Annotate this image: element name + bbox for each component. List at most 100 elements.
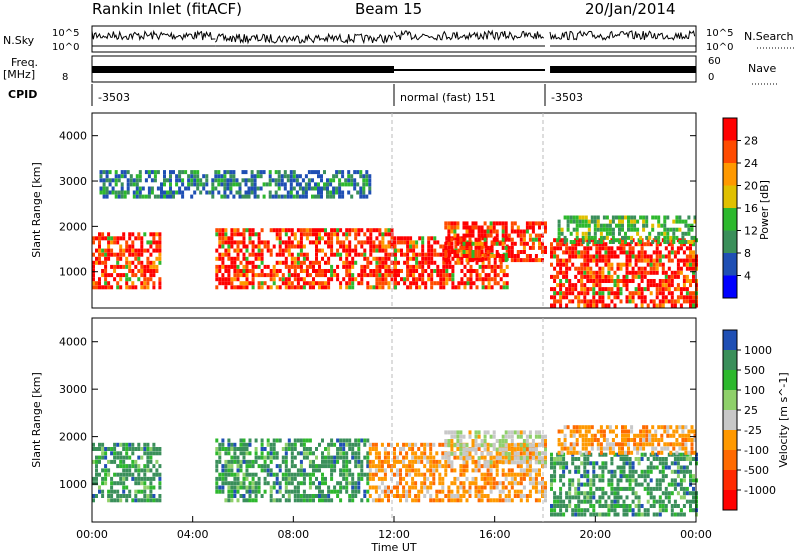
heat-cell	[663, 227, 667, 232]
heat-cell	[156, 170, 160, 175]
heat-cell	[366, 240, 370, 245]
heat-cell	[333, 455, 337, 460]
heat-cell	[583, 465, 587, 470]
heat-cell	[141, 186, 145, 191]
heat-cell	[108, 170, 112, 175]
heat-cell	[348, 252, 352, 257]
heat-cell	[304, 190, 308, 195]
heat-cell	[613, 295, 617, 300]
heat-cell	[412, 273, 416, 278]
heat-cell	[131, 273, 135, 278]
heat-cell	[601, 478, 605, 483]
heat-cell	[565, 279, 569, 283]
heat-cell	[199, 182, 203, 187]
heat-cell	[284, 468, 288, 473]
heat-cell	[320, 174, 323, 179]
heat-cell	[522, 430, 526, 435]
heat-cell	[215, 489, 219, 494]
heat-cell	[95, 476, 98, 481]
heat-cell	[679, 469, 683, 474]
heat-cell	[281, 240, 285, 245]
heat-cell	[574, 512, 578, 517]
heat-cell	[128, 468, 132, 473]
heat-cell	[541, 241, 544, 246]
heat-cell	[362, 174, 366, 179]
heat-cell	[140, 281, 144, 286]
heat-cell	[248, 451, 252, 456]
heat-cell	[242, 451, 246, 456]
heat-cell	[559, 461, 563, 466]
heat-cell	[429, 451, 433, 456]
heat-cell	[642, 215, 646, 220]
heat-cell	[631, 508, 635, 513]
heat-cell	[138, 186, 142, 191]
heat-cell	[625, 512, 629, 517]
heat-cell	[227, 459, 231, 464]
heat-cell	[143, 464, 147, 469]
heat-cell	[394, 252, 397, 257]
heat-cell	[442, 281, 446, 286]
heat-cell	[374, 464, 378, 469]
heat-cell	[269, 472, 273, 477]
heat-cell	[131, 498, 135, 503]
heat-cell	[397, 281, 400, 286]
heat-cell	[528, 460, 532, 465]
heat-cell	[675, 442, 679, 447]
heat-cell	[333, 269, 337, 273]
heat-cell	[101, 489, 105, 494]
heat-cell	[643, 242, 647, 247]
heat-cell	[125, 244, 129, 249]
heat-cell	[381, 273, 385, 278]
heat-cell	[516, 258, 520, 263]
heat-cell	[483, 434, 487, 439]
heat-cell	[586, 495, 590, 500]
heat-cell	[369, 244, 373, 249]
heat-cell	[158, 498, 162, 503]
heat-cell	[374, 442, 378, 447]
heat-cell	[329, 182, 333, 187]
heat-cell	[281, 252, 285, 257]
heat-cell	[553, 457, 557, 461]
heat-cell	[627, 227, 630, 232]
heat-cell	[281, 273, 285, 278]
heat-cell	[483, 430, 487, 435]
heat-cell	[414, 494, 418, 498]
heat-cell	[308, 281, 312, 286]
heat-cell	[399, 481, 402, 486]
heat-cell	[122, 476, 126, 481]
heat-cell	[426, 476, 430, 481]
heat-cell	[447, 258, 451, 263]
heat-cell	[438, 498, 442, 503]
heat-cell	[581, 438, 585, 442]
heat-cell	[639, 240, 643, 244]
heat-cell	[290, 489, 294, 494]
heat-cell	[618, 227, 621, 232]
heat-cell	[663, 219, 667, 224]
heat-cell	[357, 273, 361, 278]
heat-cell	[438, 464, 442, 469]
heat-cell	[339, 244, 343, 249]
heat-cell	[613, 508, 617, 513]
heat-cell	[429, 442, 433, 447]
heat-cell	[218, 485, 222, 490]
heat-cell	[658, 499, 662, 504]
heat-cell	[637, 242, 641, 247]
heat-cell	[324, 281, 327, 286]
heat-cell	[238, 190, 242, 195]
heat-cell	[427, 277, 431, 282]
heat-cell	[224, 269, 228, 273]
heat-cell	[541, 221, 544, 226]
heat-cell	[572, 446, 576, 451]
heat-cell	[477, 494, 481, 498]
heat-cell	[315, 494, 318, 498]
heat-cell	[102, 170, 106, 175]
heat-cell	[453, 250, 457, 254]
heat-cell	[289, 178, 293, 183]
heat-cell	[233, 455, 237, 460]
heat-cell	[450, 451, 454, 456]
heat-cell	[354, 489, 358, 494]
heat-cell	[409, 285, 413, 290]
heat-cell	[304, 194, 308, 199]
heat-cell	[486, 442, 490, 447]
heat-cell	[324, 481, 327, 486]
